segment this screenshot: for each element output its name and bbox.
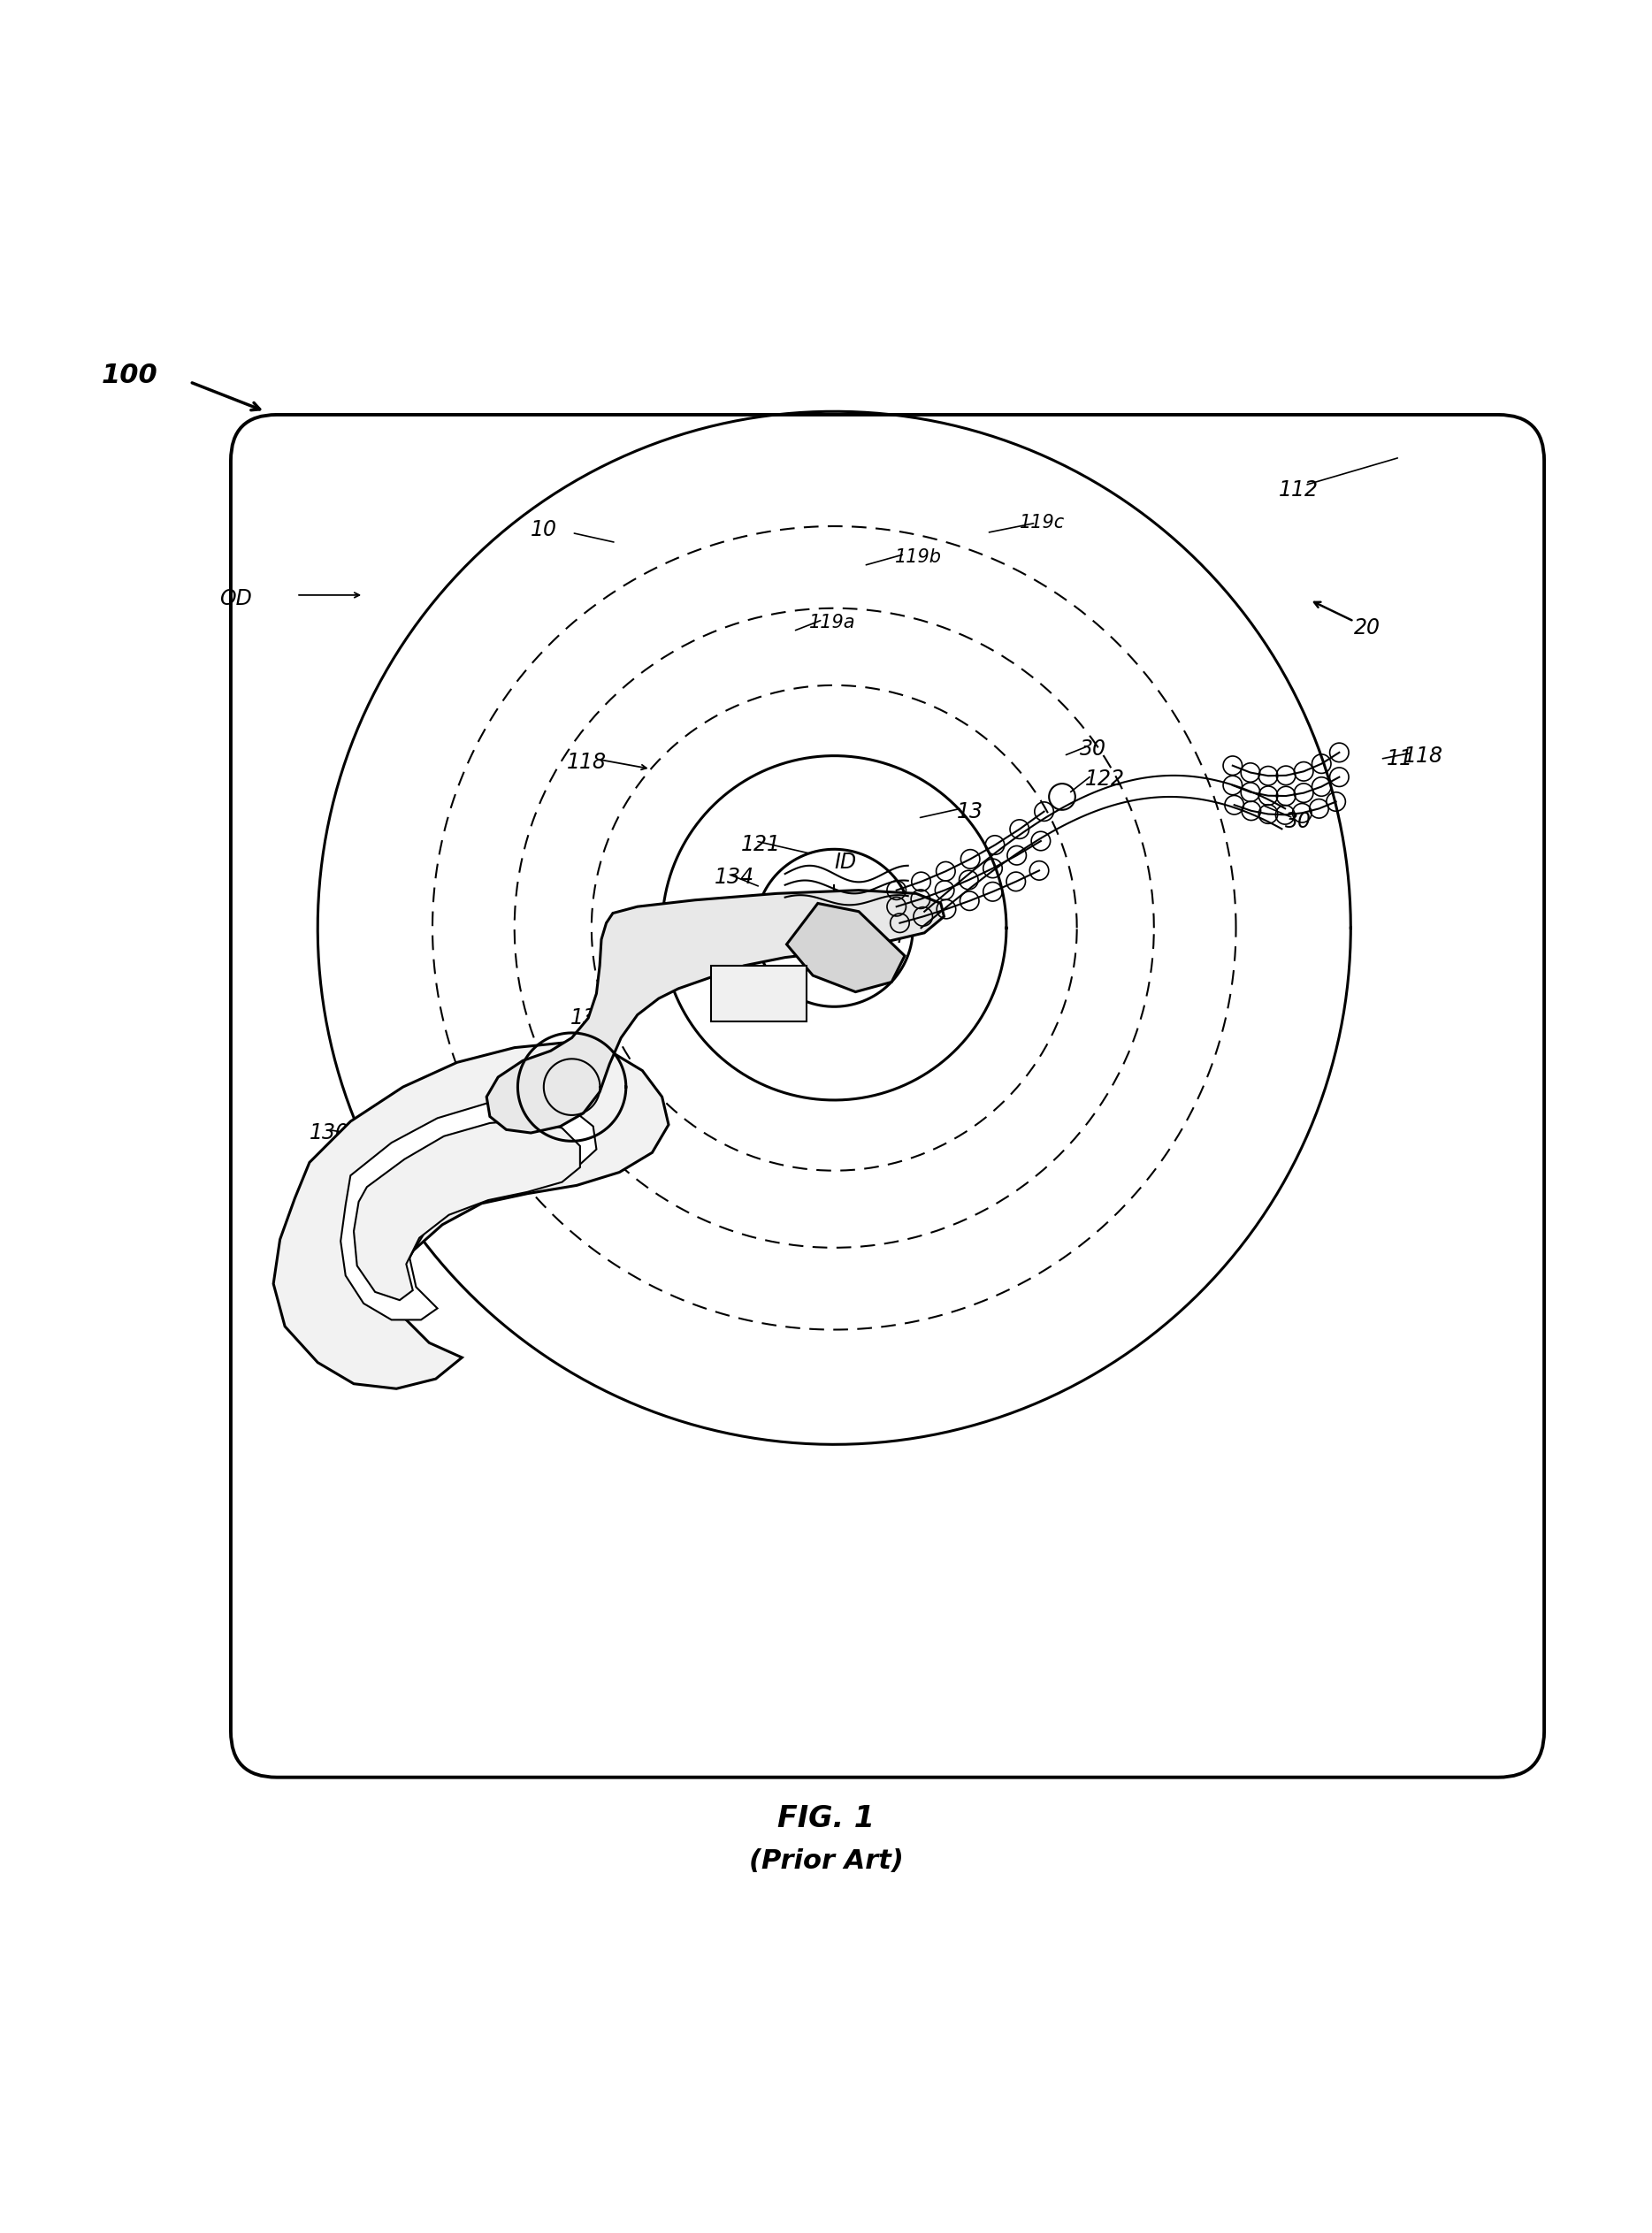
Polygon shape xyxy=(340,1099,596,1320)
Text: 119a: 119a xyxy=(809,614,856,632)
Text: 130: 130 xyxy=(309,1123,349,1143)
Text: FIG. 1: FIG. 1 xyxy=(778,1804,874,1833)
Text: 119b: 119b xyxy=(895,549,942,567)
Text: (Prior Art): (Prior Art) xyxy=(748,1849,904,1873)
Text: 13: 13 xyxy=(957,802,983,822)
Polygon shape xyxy=(274,1043,669,1389)
Text: OD: OD xyxy=(220,587,251,610)
Text: 30: 30 xyxy=(1285,811,1312,833)
Text: 11: 11 xyxy=(1386,748,1414,770)
Text: 118: 118 xyxy=(1403,746,1442,766)
Text: 10: 10 xyxy=(530,518,557,540)
Text: 132: 132 xyxy=(570,1007,610,1029)
Text: 118: 118 xyxy=(567,753,606,773)
Bar xyxy=(712,965,806,1020)
Text: 122: 122 xyxy=(1085,768,1125,788)
Text: 134: 134 xyxy=(715,866,755,889)
Text: 112: 112 xyxy=(1279,480,1318,500)
Text: 20: 20 xyxy=(1355,616,1381,639)
Text: 124: 124 xyxy=(866,924,905,947)
Text: ID: ID xyxy=(834,851,856,873)
Polygon shape xyxy=(354,1119,580,1300)
Polygon shape xyxy=(786,904,905,991)
FancyBboxPatch shape xyxy=(231,415,1545,1777)
Text: 119c: 119c xyxy=(1019,514,1066,531)
Text: 30: 30 xyxy=(1080,739,1107,759)
Text: 100: 100 xyxy=(101,362,157,389)
Text: 121: 121 xyxy=(740,833,780,855)
Polygon shape xyxy=(487,891,943,1132)
